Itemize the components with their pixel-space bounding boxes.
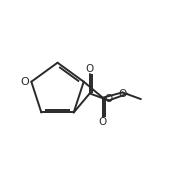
Text: O: O	[99, 117, 107, 127]
Text: O: O	[86, 64, 94, 74]
Text: O: O	[20, 77, 29, 87]
Text: O: O	[118, 89, 127, 99]
Text: O: O	[105, 94, 113, 104]
